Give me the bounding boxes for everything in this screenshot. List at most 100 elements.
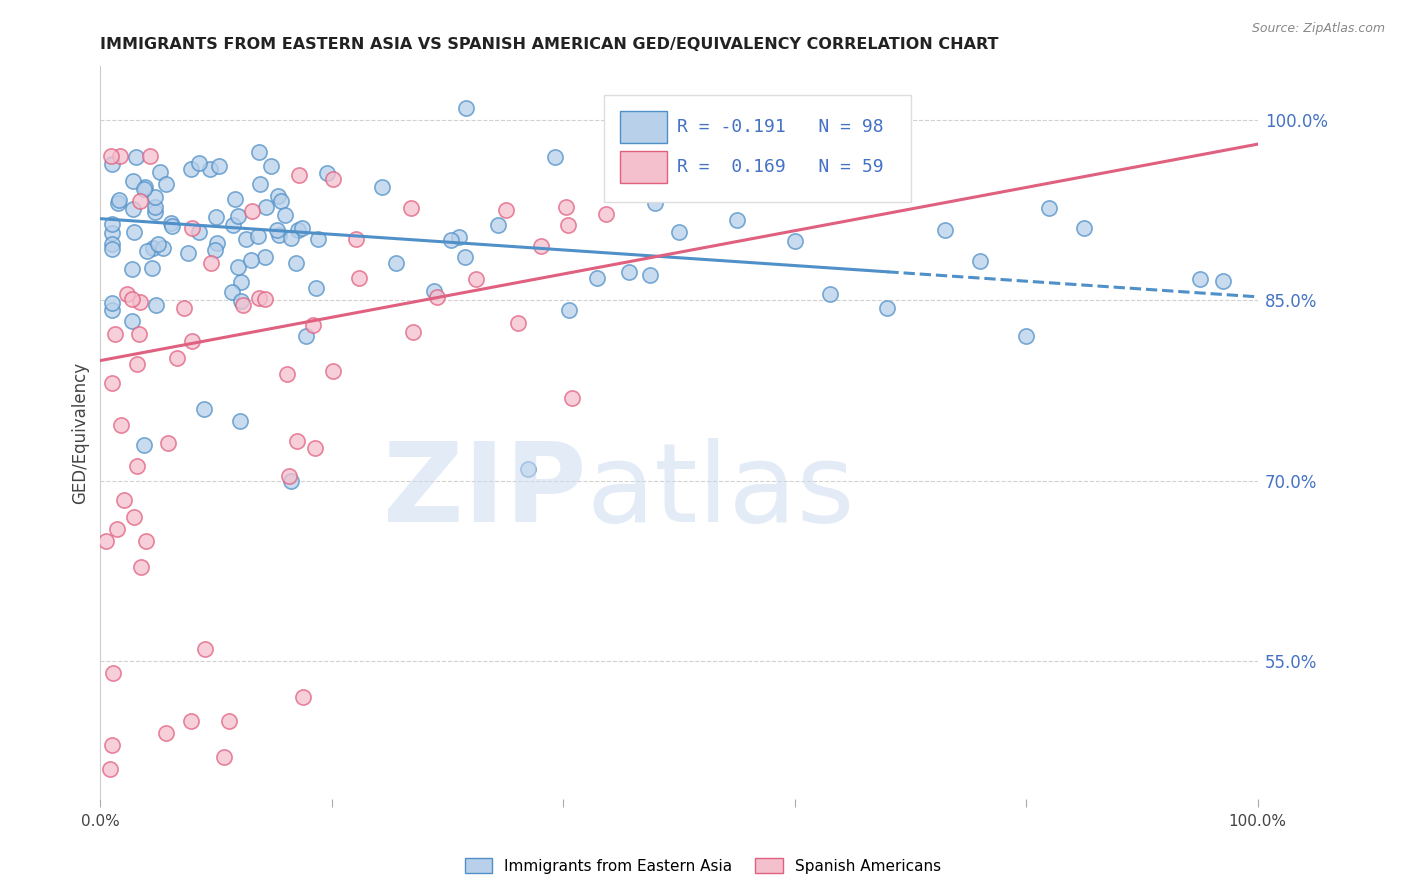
Point (783, 234, 806, 248)
Point (280, 474, 302, 488)
Point (291, 690, 314, 705)
Point (558, 303, 581, 318)
Point (100, 149, 122, 163)
Point (128, 294, 150, 309)
Point (101, 666, 124, 681)
Point (586, 270, 609, 285)
Text: atlas: atlas (586, 438, 855, 545)
Point (205, 235, 228, 250)
Point (640, 268, 662, 282)
Point (157, 436, 180, 450)
Point (235, 231, 257, 245)
Point (495, 203, 517, 218)
Point (110, 417, 132, 432)
Point (149, 165, 172, 179)
Point (247, 291, 270, 305)
Point (205, 210, 228, 224)
Point (267, 227, 290, 242)
Point (668, 225, 690, 239)
Text: ZIP: ZIP (382, 438, 586, 545)
Point (105, 522, 128, 536)
Point (371, 180, 394, 194)
Point (617, 265, 640, 279)
Point (322, 172, 344, 186)
Point (280, 231, 302, 245)
Point (231, 275, 253, 289)
Point (247, 228, 270, 243)
Point (117, 287, 139, 301)
Point (285, 434, 308, 448)
Point (274, 208, 297, 222)
Point (1015, 328, 1038, 343)
Point (180, 162, 202, 177)
Point (544, 150, 567, 164)
Point (287, 169, 309, 183)
Point (644, 195, 666, 210)
Point (166, 351, 188, 365)
Point (254, 200, 277, 214)
Point (125, 458, 148, 473)
Point (266, 223, 288, 237)
Point (249, 178, 271, 192)
Point (128, 326, 150, 341)
Point (270, 194, 292, 208)
Point (229, 293, 252, 308)
Point (194, 642, 217, 657)
Point (107, 196, 129, 211)
Point (94, 533, 117, 548)
Point (1212, 274, 1234, 288)
Point (125, 150, 148, 164)
Point (132, 438, 155, 452)
Point (226, 260, 249, 275)
Point (218, 714, 240, 729)
Point (934, 223, 956, 237)
Point (134, 533, 156, 548)
Point (530, 238, 553, 252)
Point (124, 509, 146, 524)
Point (229, 414, 252, 428)
Point (110, 149, 132, 163)
Point (725, 212, 748, 227)
Point (121, 202, 143, 217)
Point (247, 145, 270, 160)
Point (226, 209, 249, 223)
Point (104, 326, 127, 341)
Point (464, 272, 486, 286)
Point (112, 493, 135, 508)
Point (454, 250, 477, 264)
Point (402, 325, 425, 339)
Point (876, 301, 898, 315)
Point (399, 201, 422, 215)
Point (287, 222, 309, 236)
Point (173, 301, 195, 316)
Text: R =  0.169   N = 59: R = 0.169 N = 59 (676, 158, 883, 177)
Point (181, 220, 204, 235)
Point (222, 218, 245, 232)
Point (239, 252, 262, 267)
Point (128, 194, 150, 208)
Point (224, 192, 246, 206)
Point (121, 313, 143, 327)
Point (200, 255, 222, 269)
Point (143, 204, 166, 219)
Point (232, 298, 254, 312)
Y-axis label: GED/Equivalency: GED/Equivalency (72, 361, 89, 504)
Point (121, 262, 143, 277)
Point (198, 161, 221, 176)
Point (101, 217, 124, 231)
Point (122, 225, 145, 239)
Point (304, 441, 326, 455)
Point (454, 101, 477, 115)
Point (143, 190, 166, 204)
Point (134, 180, 156, 194)
Point (187, 226, 209, 240)
Point (555, 200, 578, 214)
Point (240, 204, 263, 219)
FancyBboxPatch shape (603, 95, 911, 202)
Point (121, 174, 143, 188)
Point (101, 227, 124, 241)
Point (1073, 220, 1095, 235)
Point (121, 292, 143, 306)
Point (101, 739, 124, 753)
Point (101, 237, 124, 252)
